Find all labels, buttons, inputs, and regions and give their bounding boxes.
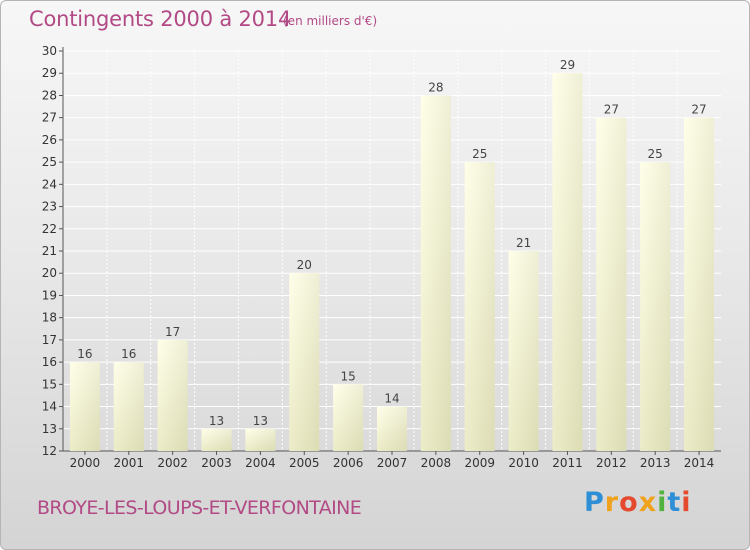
x-tick-label-2008: 2008: [421, 456, 452, 470]
value-label-2001: 16: [121, 347, 136, 361]
bar-shade-2010: [508, 251, 539, 451]
value-label-2003: 13: [209, 414, 224, 428]
y-tick-label: 21: [42, 244, 57, 258]
bar-shade-2004: [245, 428, 276, 451]
value-label-2007: 14: [384, 392, 399, 406]
x-tick-label-2001: 2001: [114, 456, 145, 470]
y-tick-label: 30: [42, 44, 57, 58]
bar-shade-2012: [596, 117, 627, 452]
y-tick-label: 24: [42, 177, 57, 191]
y-tick-label: 13: [42, 422, 57, 436]
value-label-2002: 17: [165, 325, 180, 339]
bar-shade-2001: [113, 362, 144, 451]
bar-shade-2000: [69, 362, 100, 451]
x-tick-label-2006: 2006: [333, 456, 364, 470]
y-tick-label: 28: [42, 88, 57, 102]
x-tick-label-2003: 2003: [201, 456, 232, 470]
bar-shade-2013: [640, 162, 671, 451]
bar-shade-2011: [552, 73, 583, 451]
chart-title: Contingents 2000 à 2014: [29, 7, 292, 31]
bar-shade-2003: [201, 428, 232, 451]
value-label-2000: 16: [77, 347, 92, 361]
y-tick-label: 15: [42, 377, 57, 391]
x-tick-label-2014: 2014: [684, 456, 715, 470]
x-tick-label-2012: 2012: [596, 456, 627, 470]
y-tick-label: 29: [42, 66, 57, 80]
chart-unit-label: (en milliers d'€): [283, 14, 378, 28]
value-label-2011: 29: [560, 58, 575, 72]
bar-shade-2002: [157, 339, 188, 451]
bars: [69, 73, 715, 452]
bar-shade-2005: [289, 273, 320, 451]
y-tick-label: 25: [42, 155, 57, 169]
value-label-2004: 13: [253, 414, 268, 428]
commune-name: BROYE-LES-LOUPS-ET-VERFONTAINE: [37, 497, 362, 519]
x-tick-label-2011: 2011: [552, 456, 583, 470]
value-label-2014: 27: [691, 103, 706, 117]
x-tick-label-2002: 2002: [157, 456, 188, 470]
proxiti-logo: Proxiti: [584, 487, 692, 518]
y-tick-label: 18: [42, 311, 57, 325]
value-label-2010: 21: [516, 236, 531, 250]
y-tick-label: 16: [42, 355, 57, 369]
y-tick-label: 17: [42, 333, 57, 347]
x-tick-label-2005: 2005: [289, 456, 320, 470]
bar-shade-2008: [420, 95, 451, 451]
value-label-2005: 20: [297, 258, 312, 272]
value-label-2008: 28: [428, 80, 443, 94]
y-tick-label: 19: [42, 288, 57, 302]
y-tick-label: 20: [42, 266, 57, 280]
x-tick-label-2000: 2000: [70, 456, 101, 470]
value-label-2013: 25: [648, 147, 663, 161]
y-tick-label: 14: [42, 400, 57, 414]
labels: 12 13 14 15 16 17 18 19 20 21 22 23 24 25 26 27 28 29 30 16…: [42, 44, 715, 470]
bar-shade-2007: [377, 406, 407, 451]
x-tick-label-2009: 2009: [464, 456, 495, 470]
y-tick-label: 12: [42, 444, 57, 458]
bar-shade-2009: [464, 162, 495, 451]
value-label-2012: 27: [604, 103, 619, 117]
x-tick-label-2007: 2007: [377, 456, 408, 470]
y-tick-label: 27: [42, 111, 57, 125]
y-tick-label: 26: [42, 133, 57, 147]
y-tick-label: 22: [42, 222, 57, 236]
value-label-2009: 25: [472, 147, 487, 161]
x-tick-label-2013: 2013: [640, 456, 671, 470]
x-tick-label-2010: 2010: [508, 456, 539, 470]
y-tick-label: 23: [42, 200, 57, 214]
bar-shade-2006: [333, 384, 364, 451]
x-tick-label-2004: 2004: [245, 456, 276, 470]
bar-shade-2014: [684, 117, 715, 452]
value-label-2006: 15: [340, 369, 355, 383]
